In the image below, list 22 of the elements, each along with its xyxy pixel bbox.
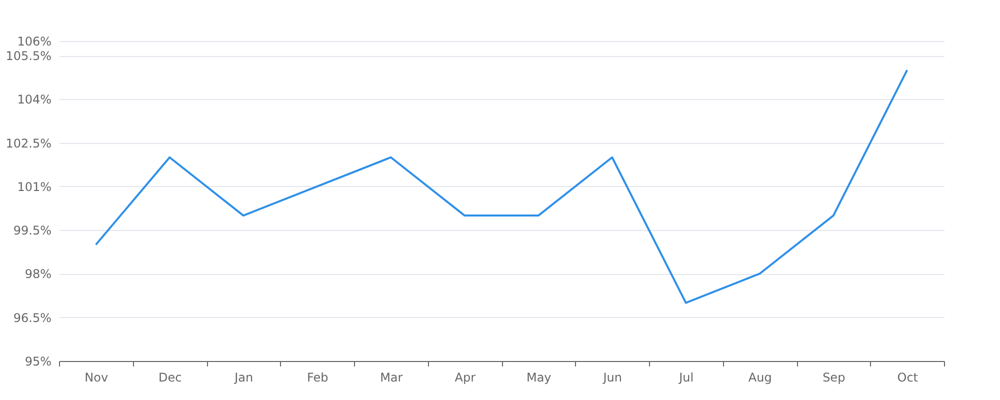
x-tick-label: Jan bbox=[234, 370, 254, 384]
x-tick-label: Feb bbox=[307, 370, 328, 384]
x-tick-label: Nov bbox=[84, 370, 108, 384]
x-tick-label: May bbox=[526, 370, 552, 384]
x-tick-label: Sep bbox=[822, 370, 846, 384]
x-tick-label: Aug bbox=[748, 370, 772, 384]
x-tick-label: Mar bbox=[380, 370, 403, 384]
line-series bbox=[94, 69, 908, 304]
x-tick-label: Jul bbox=[678, 370, 694, 384]
y-tick-label: 95% bbox=[24, 354, 52, 368]
y-tick-label: 101% bbox=[17, 180, 52, 194]
x-tick-label: Oct bbox=[897, 370, 918, 384]
y-tick-label: 106% bbox=[17, 34, 52, 48]
y-tick-label: 99.5% bbox=[13, 224, 52, 238]
x-tick-label: Apr bbox=[454, 370, 476, 384]
x-tick-label: Dec bbox=[158, 370, 182, 384]
y-tick-label: 104% bbox=[17, 92, 52, 107]
x-tick-label: Jun bbox=[602, 370, 622, 384]
y-tick-label: 98% bbox=[24, 267, 52, 282]
y-tick-label: 102.5% bbox=[6, 136, 52, 150]
y-tick-label: 105.5% bbox=[6, 49, 52, 64]
y-tick-label: 96.5% bbox=[13, 310, 52, 325]
